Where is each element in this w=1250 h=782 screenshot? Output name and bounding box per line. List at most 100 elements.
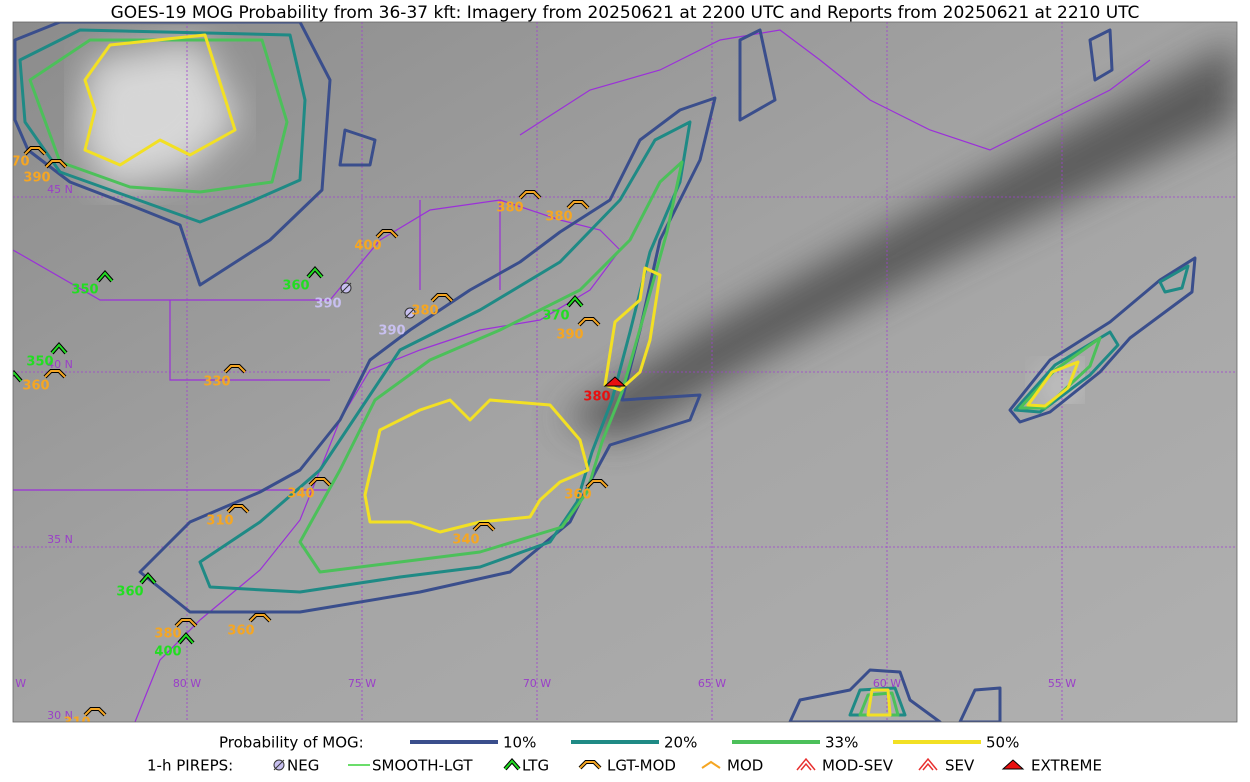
graticule-labels: 45 N 40 N 35 N 30 N 85 W 80 W 75 W 70 W 65 W 60 W… bbox=[13, 183, 1076, 722]
pirep-altitude: 310 bbox=[206, 514, 233, 529]
legend-label: NEG bbox=[287, 757, 319, 775]
longitude-label: 75 W bbox=[348, 677, 376, 690]
pirep-icon bbox=[586, 480, 608, 488]
pirep: 380 bbox=[411, 293, 454, 319]
pirep-altitude: 390 bbox=[556, 328, 583, 343]
state-lines bbox=[13, 200, 501, 491]
legend-label: LGT-MOD bbox=[607, 757, 676, 775]
pirep: 380 bbox=[583, 376, 627, 405]
legend-label: SMOOTH-LGT bbox=[372, 757, 473, 775]
legend-icon bbox=[273, 759, 285, 771]
pirep: 0 bbox=[0, 369, 23, 398]
pirep: 340 bbox=[287, 477, 332, 502]
longitude-label: 60 W bbox=[873, 677, 901, 690]
longitude-label: 65 W bbox=[698, 677, 726, 690]
pirep-icon bbox=[578, 318, 600, 326]
pirep: 350 bbox=[71, 269, 114, 298]
contour bbox=[18, 28, 307, 224]
pirep: 400 bbox=[154, 631, 195, 660]
pirep-icon bbox=[307, 267, 323, 278]
pirep-altitude: 0 bbox=[0, 358, 7, 373]
pirep-icon bbox=[376, 230, 398, 238]
pirep: 360 bbox=[282, 265, 324, 294]
legend-label: MOD-SEV bbox=[822, 757, 894, 775]
contour bbox=[603, 266, 662, 392]
pirep-icon bbox=[84, 708, 106, 716]
pirep: 330 bbox=[203, 364, 247, 390]
legend-icon bbox=[918, 757, 938, 771]
pirep-altitude: 310 bbox=[63, 716, 90, 731]
contour bbox=[1026, 360, 1080, 408]
pirep: 390 bbox=[314, 282, 352, 312]
pirep-icon bbox=[309, 478, 331, 486]
pirep: 340 bbox=[452, 522, 496, 548]
pirep-altitude: 360 bbox=[282, 279, 309, 294]
legend-icon bbox=[579, 761, 601, 769]
pirep-altitude: 340 bbox=[287, 487, 314, 502]
pirep-icon bbox=[178, 633, 194, 644]
pirep: 350 bbox=[26, 341, 68, 370]
pirep-altitude: 370 bbox=[2, 155, 29, 170]
pirep: 360 bbox=[22, 369, 67, 394]
pirep: 370 bbox=[542, 294, 584, 324]
pirep-icon bbox=[44, 370, 66, 378]
contour bbox=[298, 160, 684, 574]
legend-label: SEV bbox=[945, 757, 975, 775]
legend-label: MOD bbox=[727, 757, 763, 775]
pirep-altitude: 360 bbox=[564, 488, 591, 503]
pirep-icon bbox=[519, 191, 541, 199]
legend-label: 33% bbox=[825, 734, 858, 752]
pirep-altitude: 370 bbox=[542, 309, 569, 324]
latitude-label: 30 N bbox=[47, 709, 73, 722]
pirep: 380 bbox=[154, 618, 198, 642]
title: GOES-19 MOG Probability from 36-37 kft: … bbox=[111, 3, 1140, 23]
latitude-label: 35 N bbox=[47, 533, 73, 546]
pirep-icon bbox=[140, 573, 156, 584]
legend-icon bbox=[796, 757, 816, 771]
map: 45 N 40 N 35 N 30 N 85 W 80 W 75 W 70 W 65 W 60 W… bbox=[0, 22, 1237, 731]
pirep-altitude: 380 bbox=[411, 304, 438, 319]
pirep: 380 bbox=[496, 190, 542, 216]
pirep: 0 bbox=[0, 346, 7, 373]
pirep: 360 bbox=[564, 479, 609, 503]
pirep: 390 bbox=[23, 159, 68, 186]
coastline bbox=[519, 29, 1151, 151]
map-frame bbox=[12, 21, 1238, 723]
legend-label: 50% bbox=[986, 734, 1019, 752]
longitude-label: 70 W bbox=[523, 677, 551, 690]
contour bbox=[1008, 256, 1197, 424]
legend: Probability of MOG: 10% 20% 33% 50% 1-h PIREP… bbox=[147, 734, 1102, 775]
pirep-icon bbox=[603, 376, 627, 387]
pirep-icon bbox=[51, 343, 67, 354]
longitude-label: 55 W bbox=[1048, 677, 1076, 690]
pirep-altitude: 400 bbox=[354, 239, 381, 254]
legend-label: EXTREME bbox=[1031, 757, 1102, 775]
legend-icon bbox=[504, 759, 520, 770]
contour bbox=[338, 28, 1114, 167]
pirep-icon bbox=[227, 505, 249, 513]
contour bbox=[363, 398, 590, 534]
pirep: 390 bbox=[556, 317, 601, 343]
legend-icon bbox=[701, 760, 721, 769]
contour bbox=[1013, 264, 1190, 414]
pirep-altitude: 380 bbox=[583, 390, 610, 405]
pirep: 360 bbox=[227, 613, 272, 639]
pirep-icon bbox=[45, 160, 67, 168]
pirep-icon bbox=[340, 282, 352, 294]
legend-label: 20% bbox=[664, 734, 697, 752]
pirep-altitude: 0 bbox=[0, 383, 7, 398]
dry-band bbox=[560, 40, 1237, 440]
pirep-icon bbox=[567, 201, 589, 209]
pirep-icon bbox=[13, 371, 22, 382]
pirep-icon bbox=[175, 619, 197, 627]
pirep-icon bbox=[431, 294, 453, 302]
graticule bbox=[13, 22, 1237, 722]
pirep: 310 bbox=[63, 707, 107, 731]
pirep-altitude: 390 bbox=[314, 297, 341, 312]
pirep-altitude: 400 bbox=[154, 645, 181, 660]
legend-label: 10% bbox=[503, 734, 536, 752]
pirep: 360 bbox=[116, 571, 157, 600]
legend-label: LTG bbox=[522, 757, 549, 775]
